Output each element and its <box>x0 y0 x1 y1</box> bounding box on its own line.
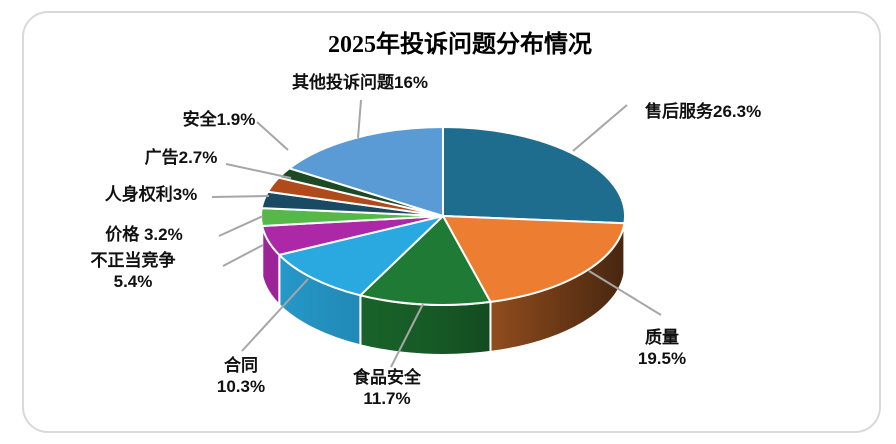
leader-line-8 <box>256 121 289 151</box>
slice-label-contract: 合同 10.3% <box>216 356 266 396</box>
pie-slice-1 <box>442 215 626 303</box>
leader-line-0 <box>572 104 628 152</box>
slice-label-safety: 安全1.9% <box>182 110 256 129</box>
pie-slice-0 <box>442 126 626 225</box>
leader-line-3 <box>241 278 309 352</box>
slice-label-food-safety: 食品安全 11.7% <box>353 368 421 408</box>
leader-line-5 <box>218 215 264 237</box>
pie-slice-2 <box>359 215 492 306</box>
leader-line-7 <box>225 163 292 179</box>
slice-label-other-complaints: 其他投诉问题16% <box>291 73 429 92</box>
leader-line-6 <box>211 195 270 198</box>
slice-label-quality: 质量 19.5% <box>637 328 687 368</box>
leader-line-1 <box>588 270 662 316</box>
slice-label-personal-rights: 人身权利3% <box>104 185 198 204</box>
slice-label-price: 价格 3.2% <box>105 225 183 244</box>
leader-line-2 <box>390 303 424 368</box>
pie-slice-9 <box>288 126 444 217</box>
pie-slice-3 <box>278 215 444 297</box>
leader-line-4 <box>222 244 264 267</box>
slice-label-unfair-competition: 不正当竞争 5.4% <box>90 251 176 291</box>
leader-line-9 <box>357 99 362 139</box>
chart-title: 2025年投诉问题分布情况 <box>328 32 592 58</box>
slice-label-aftersales-service: 售后服务26.3% <box>645 102 762 121</box>
pie-top-faces <box>260 126 626 306</box>
leader-lines <box>211 99 662 368</box>
slice-label-advertising: 广告2.7% <box>144 148 218 167</box>
